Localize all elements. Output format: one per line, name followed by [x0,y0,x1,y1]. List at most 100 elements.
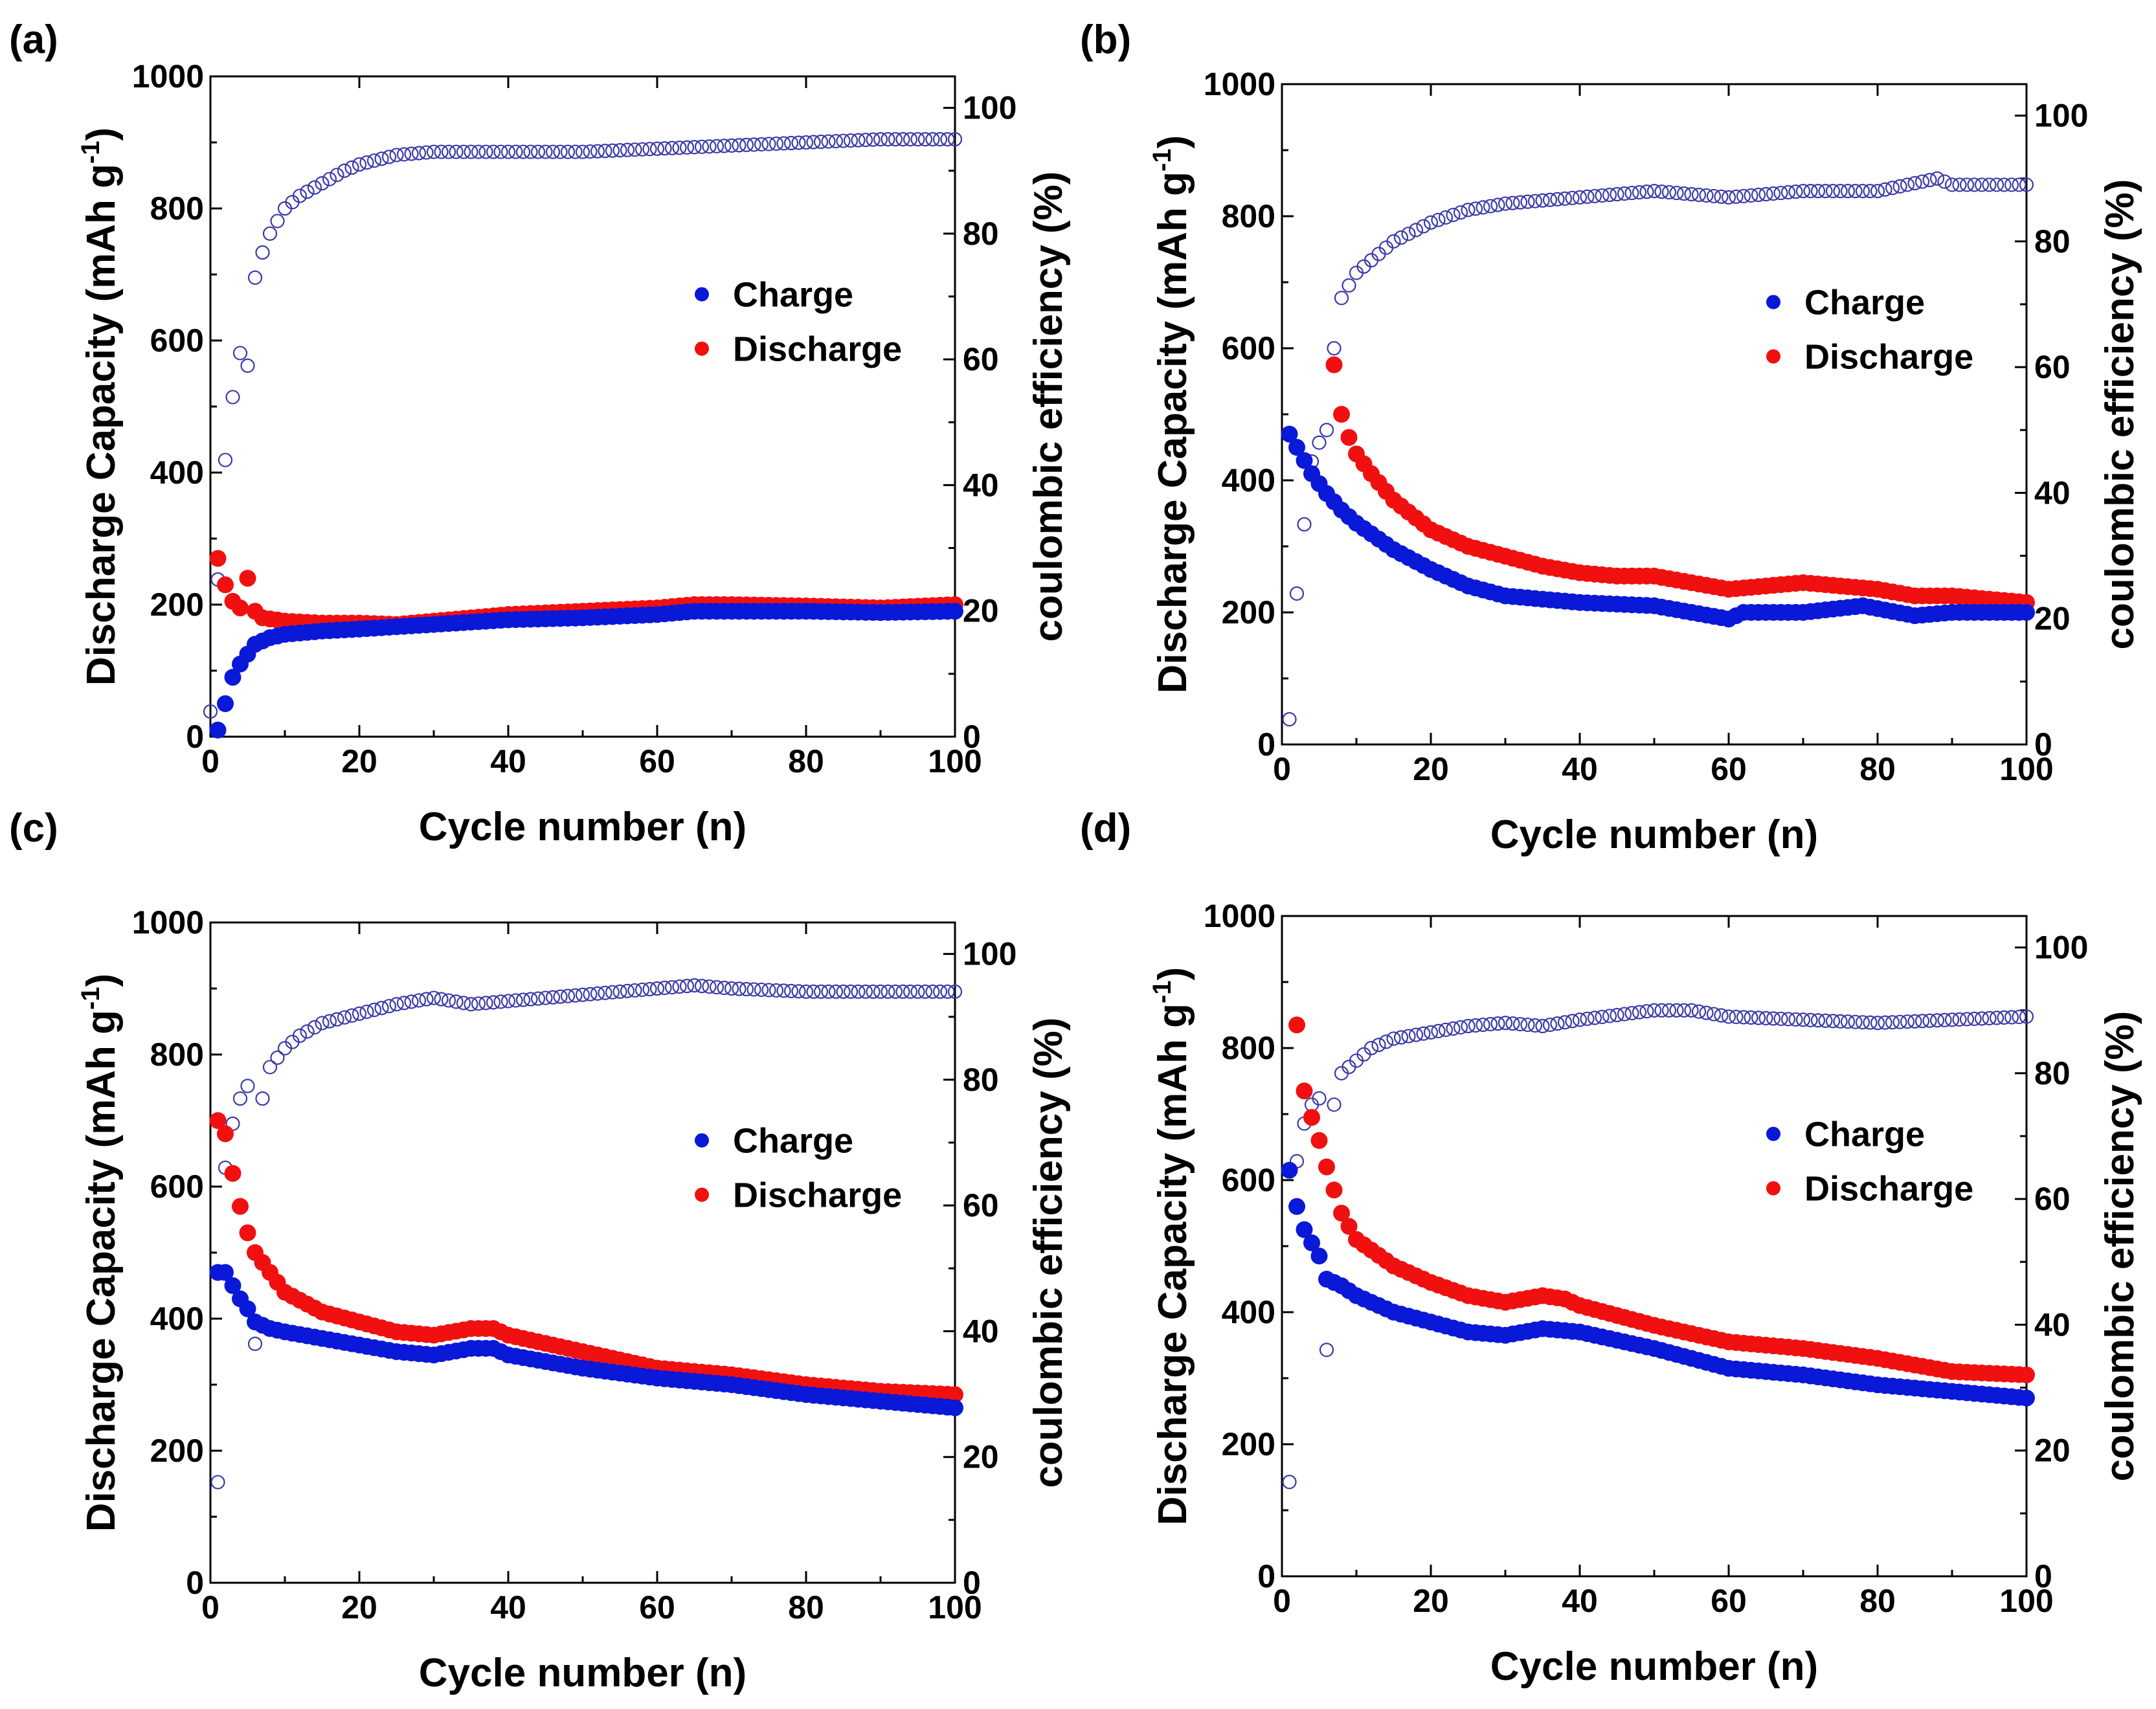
y2-tick-label: 60 [963,1187,999,1223]
efficiency-point [642,142,657,157]
discharge-point [232,1198,249,1215]
y2-tick-label: 80 [2034,223,2071,260]
y-tick-label: 0 [1257,1558,1275,1594]
efficiency-point [1885,1015,1900,1030]
y-tick-label: 200 [1222,1426,1275,1462]
efficiency-point [806,984,821,999]
y-tick-label: 200 [150,586,204,623]
efficiency-point [1327,341,1342,356]
efficiency-point [1944,1012,1960,1027]
efficiency-point [605,985,620,1000]
efficiency-point [523,144,538,159]
y2-tick-label: 40 [2034,1306,2071,1343]
efficiency-point [717,980,732,996]
panel-label: (c) [9,806,58,851]
efficiency-point [754,137,769,152]
efficiency-point [1721,1009,1736,1024]
y-tick-label: 1000 [132,904,204,941]
efficiency-point [873,984,888,999]
efficiency-point [337,163,352,178]
efficiency-point [359,155,374,170]
y2-tick-label: 0 [2034,1558,2052,1594]
efficiency-point [404,994,419,1009]
legend-discharge-marker [695,341,709,356]
efficiency-point [747,137,761,152]
efficiency-point [1766,186,1781,201]
panel-a: (a)0 20 40 60 80 1000200400600800100002040608… [9,17,1071,849]
y2-tick-label: 80 [963,216,999,252]
efficiency-point [1408,223,1424,238]
discharge-point [1296,1082,1313,1100]
efficiency-point [947,132,963,147]
efficiency-point [530,991,546,1006]
efficiency-point [374,1001,389,1016]
efficiency-point [1371,1038,1386,1053]
x-tick-label: 80 [1859,751,1896,787]
efficiency-point [895,132,910,147]
efficiency-point [1669,1003,1684,1018]
efficiency-point [657,980,672,996]
y-tick-label: 800 [1222,1030,1275,1066]
y2-tick-label: 40 [963,467,999,503]
efficiency-point [1282,1475,1297,1490]
efficiency-point [1476,200,1490,215]
y-tick-label: 400 [150,1301,204,1337]
y2-axis-title: coulombic efficiency (%) [1026,172,1071,642]
legend-discharge-label: Discharge [1804,1170,1973,1209]
efficiency-point [1915,174,1930,189]
efficiency-point [270,1050,285,1065]
efficiency-point [1289,586,1305,601]
efficiency-point [1646,184,1662,199]
discharge-point [217,576,234,594]
legend-charge-marker [695,1133,709,1148]
efficiency-point [411,146,427,161]
efficiency-point [866,132,881,147]
efficiency-point [598,144,612,159]
efficiency-point [381,150,397,164]
efficiency-point [240,1078,255,1093]
efficiency-point [1736,188,1751,204]
efficiency-point [1773,185,1788,201]
efficiency-point [1431,212,1446,227]
charge-point [217,695,234,712]
y-axis-title: Discharge Capacity (mAh g-1) [76,128,124,686]
efficiency-point [1572,1012,1588,1027]
efficiency-point [866,984,881,999]
efficiency-point [1959,1012,1975,1027]
efficiency-point [813,984,829,999]
panel-label: (d) [1080,806,1131,851]
panel-label: (a) [9,17,58,62]
efficiency-point [560,989,576,1003]
efficiency-point [366,153,382,168]
efficiency-point [545,144,561,159]
legend-charge-marker [695,287,709,302]
charge-point [217,1264,234,1281]
efficiency-point [1952,1012,1967,1027]
efficiency-point [813,134,829,150]
efficiency-point [1498,196,1513,211]
y-tick-label: 200 [1222,594,1275,631]
y2-tick-label: 60 [963,341,999,377]
efficiency-point [732,138,747,153]
efficiency-point [1863,184,1878,199]
efficiency-point [419,145,434,160]
efficiency-point [1684,186,1699,202]
efficiency-point [649,981,665,996]
efficiency-point [1535,1018,1550,1034]
efficiency-point [1818,184,1833,199]
efficiency-point [1550,1016,1565,1031]
efficiency-point [605,143,620,158]
efficiency-point [225,390,240,405]
efficiency-point [1505,195,1520,210]
efficiency-point [538,144,553,159]
efficiency-point [1327,1097,1342,1112]
efficiency-point [1461,1018,1476,1034]
efficiency-point [1483,199,1498,214]
efficiency-point [1855,1015,1870,1030]
efficiency-point [419,992,434,1007]
efficiency-point [776,983,791,998]
x-tick-label: 20 [1413,1583,1449,1619]
efficiency-point [1632,184,1647,200]
efficiency-point [515,992,531,1007]
efficiency-point [732,981,747,996]
